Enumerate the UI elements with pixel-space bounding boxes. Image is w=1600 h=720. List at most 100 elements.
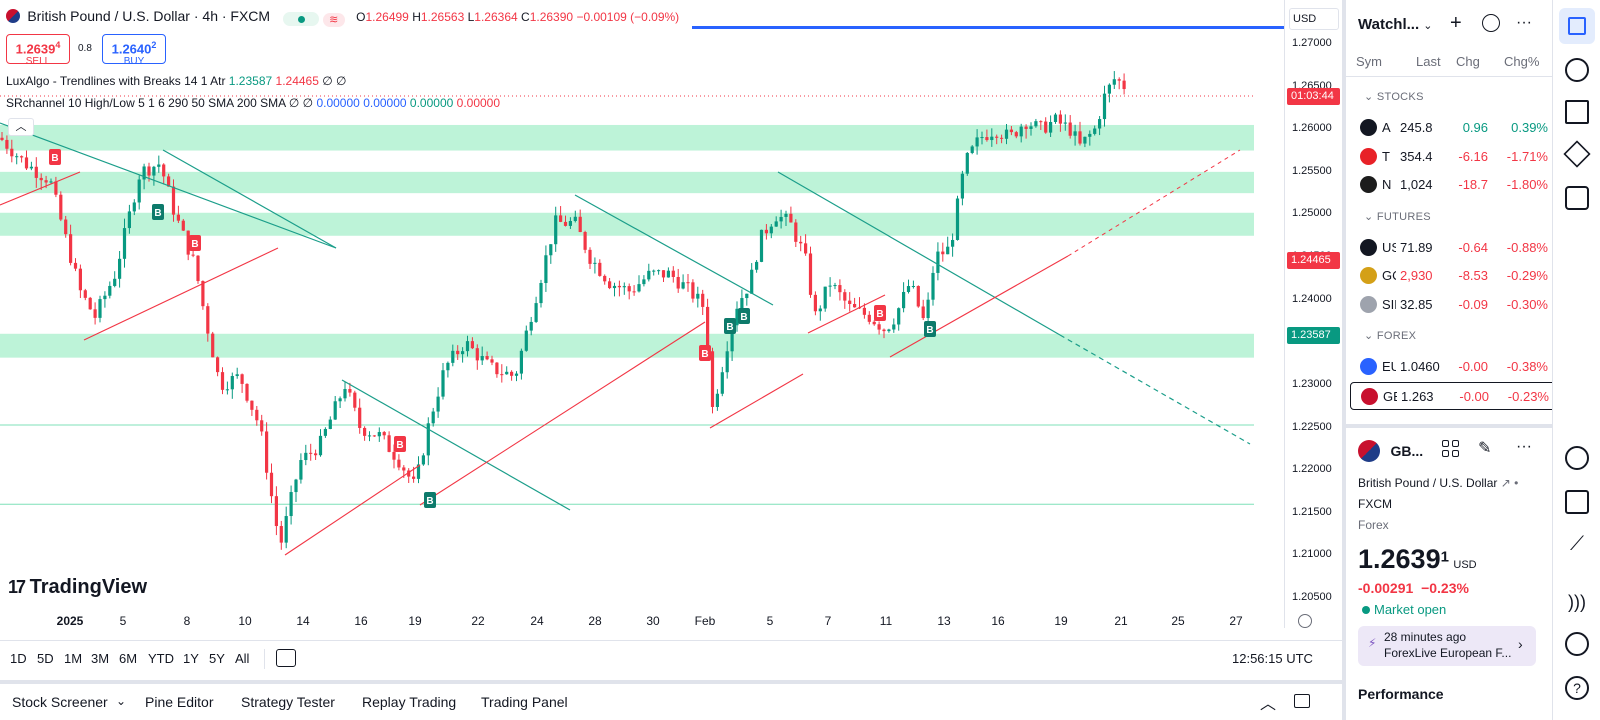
details-name[interactable]: British Pound / U.S. Dollar ↗ • (1358, 476, 1519, 490)
candle-body (710, 351, 715, 407)
candle-body (823, 286, 827, 309)
watchlist-row[interactable]: GC 2,930 -8.53 -0.29% (1350, 262, 1556, 290)
candle-body (441, 370, 445, 397)
alarm-clock-icon[interactable] (1565, 58, 1589, 82)
calendar-icon[interactable] (276, 649, 296, 667)
symbol-title[interactable]: British Pound / U.S. Dollar · 4h · FXCM (27, 8, 271, 24)
chart-drawing-icon[interactable]: ⟋ (1570, 533, 1584, 555)
col-sym[interactable]: Sym (1356, 54, 1382, 69)
broadcast-icon[interactable]: ))) (1568, 592, 1586, 612)
tab-replay-trading[interactable]: Replay Trading (362, 694, 457, 710)
candle-body (108, 285, 112, 296)
tab-trading-panel[interactable]: Trading Panel (481, 694, 568, 710)
candle-body (446, 362, 450, 371)
watchlist-tool-active[interactable] (1559, 8, 1595, 44)
object-tree-icon[interactable] (1565, 100, 1589, 124)
break-signal-marker (738, 308, 750, 324)
candle-body (54, 181, 58, 195)
watchlist-menu-icon[interactable] (1482, 14, 1500, 32)
chevron-down-icon[interactable]: ⌄ (116, 694, 127, 708)
watchlist-row[interactable]: T 354.4 -6.16 -1.71% (1350, 143, 1556, 171)
candle-body (686, 282, 690, 284)
time-tick: 7 (824, 614, 832, 628)
watchlist-row[interactable]: N 1,024 -18.7 -1.80% (1350, 171, 1556, 199)
notifications-icon[interactable] (1565, 632, 1589, 656)
symbol-logo-icon (1360, 176, 1377, 193)
tab-strategy-tester[interactable]: Strategy Tester (241, 694, 335, 710)
clock-utc[interactable]: 12:56:15 UTC (1232, 651, 1313, 666)
candle-body (1088, 133, 1092, 137)
watchlist-row[interactable]: A 245.8 0.96 0.39% (1350, 114, 1556, 142)
candle-body (1053, 114, 1058, 122)
watchlist-section-futures[interactable]: ⌄ FUTURES (1364, 210, 1431, 223)
indicator-luxalgo[interactable]: LuxAlgo - Trendlines with Breaks 14 1 At… (6, 74, 347, 88)
more-icon[interactable]: ··· (1516, 14, 1532, 31)
break-signal-marker (924, 321, 936, 337)
tab-stock-screener[interactable]: Stock Screener (12, 694, 108, 710)
row-last: 1,024 (1400, 177, 1433, 192)
watchlist-row[interactable]: GE1.263 -0.00 -0.23% (1350, 381, 1556, 410)
range-button-6m[interactable]: 6M (119, 651, 138, 666)
details-symbol[interactable]: GB... (1390, 443, 1424, 459)
row-symbol: N (1382, 177, 1392, 192)
price-tick: 1.22000 (1292, 463, 1332, 476)
watchlist-section-stocks[interactable]: ⌄ STOCKS (1364, 91, 1424, 103)
range-button-3m[interactable]: 3M (91, 651, 110, 666)
indicator-srchannel[interactable]: SRchannel 10 High/Low 5 1 6 290 50 SMA 2… (6, 96, 500, 110)
range-button-5d[interactable]: 5D (37, 651, 54, 666)
range-button-1y[interactable]: 1Y (183, 651, 199, 666)
range-button-ytd[interactable]: YTD (148, 651, 174, 666)
range-button-1d[interactable]: 1D (10, 651, 27, 666)
col-chg[interactable]: Chg (1456, 54, 1480, 69)
help-icon[interactable]: ? (1565, 676, 1589, 700)
collapse-panel-icon[interactable]: ︿ (1260, 696, 1277, 713)
watchlist-title[interactable]: Watchl... ⌄ (1358, 16, 1433, 33)
row-last: 1.0460 (1400, 359, 1440, 374)
range-button-1m[interactable]: 1M (64, 651, 83, 666)
edit-icon[interactable]: ✎ (1478, 440, 1492, 457)
buy-price: 1.2640 (111, 41, 152, 57)
details-change: -0.00291 −0.23% (1358, 580, 1469, 596)
calendar-icon[interactable] (1565, 490, 1589, 514)
news-card[interactable]: ⚡ 28 minutes ago ForexLive European F...… (1358, 626, 1536, 666)
time-tick: 8 (183, 614, 191, 628)
settings-gear-icon[interactable] (1298, 614, 1312, 628)
chat-icon[interactable] (1565, 186, 1589, 210)
break-signal-label: B (396, 440, 403, 451)
candle-body (118, 258, 122, 279)
time-tick: Feb (694, 614, 716, 628)
range-button-all[interactable]: All (235, 651, 250, 666)
candle-body (990, 136, 994, 141)
performance-heading[interactable]: Performance (1358, 686, 1444, 702)
watchlist-section-forex[interactable]: ⌄ FOREX (1364, 330, 1417, 342)
target-icon[interactable] (1565, 446, 1589, 470)
candle-body (598, 262, 602, 276)
watchlist-row[interactable]: US 71.89 -0.64 -0.88% (1350, 234, 1556, 262)
time-axis[interactable]: 2025 5 8 10 14 16 19 22 24 28 30 Feb 5 7 11 13 16 19 21 25 2… (0, 610, 1284, 632)
maximize-panel-icon[interactable] (1294, 694, 1310, 708)
candle-body (862, 307, 866, 315)
add-symbol-icon[interactable]: + (1450, 12, 1462, 34)
currency-selector[interactable]: USD (1289, 8, 1339, 30)
row-change-pct: -0.29% (1506, 268, 1548, 283)
collapse-legend-button[interactable]: ︿ (8, 118, 34, 136)
watchlist-row[interactable]: SIL 32.85 -0.09 -0.30% (1350, 291, 1556, 319)
candle-body (955, 198, 960, 240)
tab-pine-editor[interactable]: Pine Editor (145, 694, 214, 710)
row-change-pct: -1.71% (1506, 148, 1548, 164)
range-button-5y[interactable]: 5Y (209, 651, 225, 666)
col-last[interactable]: Last (1416, 54, 1441, 69)
layers-icon[interactable] (1563, 140, 1591, 168)
layout-icon[interactable] (1442, 440, 1460, 458)
watchlist-row[interactable]: EU 1.0460 -0.00 -0.38% (1350, 353, 1556, 381)
more-icon[interactable]: ··· (1516, 438, 1532, 455)
chevron-right-icon: › (1518, 636, 1523, 652)
sell-button[interactable]: 1.26394 SELL (6, 34, 70, 67)
candle-body (612, 285, 617, 289)
candle-body (568, 220, 572, 226)
buy-button[interactable]: 1.26402 BUY (102, 34, 166, 67)
col-chgp[interactable]: Chg% (1504, 54, 1540, 69)
srchannel-name: SRchannel 10 High/Low 5 1 6 290 50 SMA 2… (6, 96, 286, 110)
